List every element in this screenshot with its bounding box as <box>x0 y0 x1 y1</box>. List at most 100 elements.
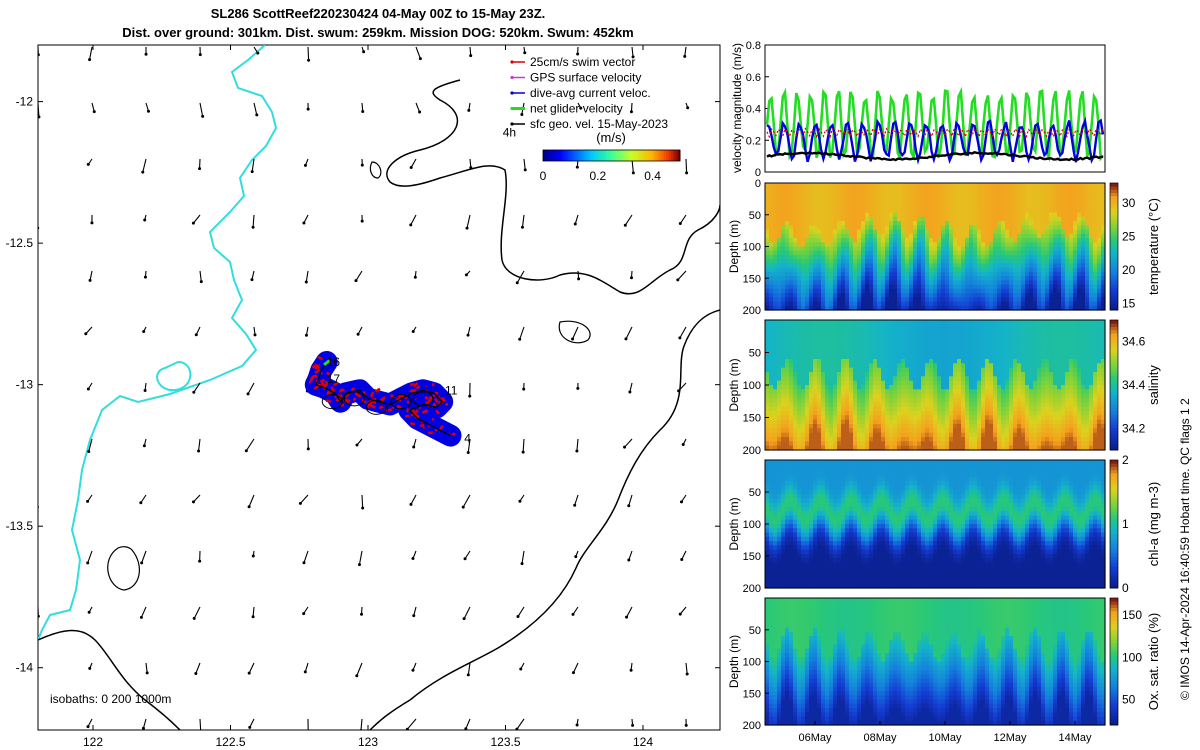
section-cell <box>889 297 894 303</box>
swim-vector <box>317 355 323 361</box>
section-cell <box>897 297 902 303</box>
section-cell <box>1089 183 1094 188</box>
section-cell <box>901 354 906 360</box>
section-cell <box>933 263 938 269</box>
section-cell <box>869 187 874 192</box>
section-cell <box>917 212 922 218</box>
section-cell <box>1021 393 1026 399</box>
section-cell <box>813 346 818 351</box>
swim-vector <box>311 363 318 369</box>
colorbar-cell <box>577 150 581 161</box>
section-cell <box>829 359 834 364</box>
section-cell <box>929 280 934 286</box>
section-cell <box>1101 305 1106 311</box>
section-cell <box>817 195 822 201</box>
section-cell <box>769 380 774 386</box>
section-cell <box>845 333 850 338</box>
section-cell <box>989 389 994 395</box>
sfc-velocity-arrowhead <box>418 57 422 61</box>
section-cell <box>953 246 958 252</box>
colorbar-cell <box>643 150 647 161</box>
section-cell <box>961 350 966 356</box>
section-cell <box>877 305 882 311</box>
section-cell <box>953 393 958 399</box>
section-cell <box>985 199 990 205</box>
section-cell <box>849 359 854 364</box>
section-cell <box>977 376 982 382</box>
section-cell <box>1081 276 1086 281</box>
section-cell <box>1081 363 1086 369</box>
section-cell <box>1085 376 1090 382</box>
section-cell <box>885 195 890 201</box>
section-cell <box>853 255 858 260</box>
section-cell <box>1017 359 1022 364</box>
section-cell <box>781 376 786 382</box>
section-cell <box>797 354 802 360</box>
section-cell <box>1033 216 1038 222</box>
section-cell <box>789 350 794 356</box>
section-cell <box>801 337 806 343</box>
section-cell <box>873 288 878 294</box>
section-cell <box>961 280 966 286</box>
section-cell <box>765 242 770 248</box>
section-cell <box>929 183 934 188</box>
section-cell <box>917 242 922 248</box>
section-cell <box>793 288 798 294</box>
section-cell <box>885 183 890 188</box>
section-cell <box>849 346 854 351</box>
section-cell <box>765 271 770 277</box>
sfc-velocity-arrow <box>299 494 309 504</box>
section-cell <box>953 225 958 231</box>
section-cell <box>909 199 914 205</box>
section-cell <box>1089 280 1094 286</box>
section-cell <box>945 393 950 399</box>
section-cell <box>941 297 946 303</box>
section-cell <box>921 221 926 226</box>
section-cell <box>925 221 930 226</box>
section-cell <box>977 320 982 325</box>
section-cell <box>841 393 846 399</box>
section-cell <box>849 293 854 298</box>
sfc-velocity-arrowhead <box>520 225 524 229</box>
section-cell <box>1045 199 1050 205</box>
section-cell <box>921 212 926 218</box>
section-cell <box>929 372 934 377</box>
section-cell <box>1061 346 1066 351</box>
section-cell <box>833 376 838 382</box>
section-cell <box>1069 199 1074 205</box>
section-cell <box>785 199 790 205</box>
section-cell <box>781 385 786 390</box>
section-cell <box>1049 385 1054 390</box>
section-cell <box>1101 333 1106 338</box>
section-cell <box>829 259 834 264</box>
section-cell <box>929 406 934 412</box>
section-cell <box>825 263 830 269</box>
section-cell <box>793 204 798 209</box>
section-cell <box>785 246 790 252</box>
section-cell <box>877 259 882 264</box>
section-cell <box>1013 233 1018 239</box>
section-cell <box>853 195 858 201</box>
section-cell <box>1045 183 1050 188</box>
swim-vector <box>319 378 325 383</box>
section-cell <box>829 320 834 325</box>
section-cell <box>825 199 830 205</box>
section-cell <box>813 324 818 330</box>
section-cell <box>1069 191 1074 197</box>
section-cell <box>989 216 994 222</box>
section-cell <box>1101 293 1106 298</box>
section-cell <box>1033 359 1038 364</box>
section-cell <box>1065 341 1070 347</box>
section-cell <box>873 324 878 330</box>
sfc-velocity-arrowhead <box>87 610 91 614</box>
section-cell <box>849 341 854 347</box>
section-cell <box>821 328 826 334</box>
sfc-velocity-arrow <box>516 718 525 730</box>
section-cell <box>841 212 846 218</box>
section-cell <box>1061 363 1066 369</box>
section-cell <box>997 406 1002 412</box>
sfc-velocity-arrowhead <box>418 110 422 114</box>
section-cell <box>773 242 778 248</box>
section-cell <box>777 297 782 303</box>
section-cell <box>913 354 918 360</box>
